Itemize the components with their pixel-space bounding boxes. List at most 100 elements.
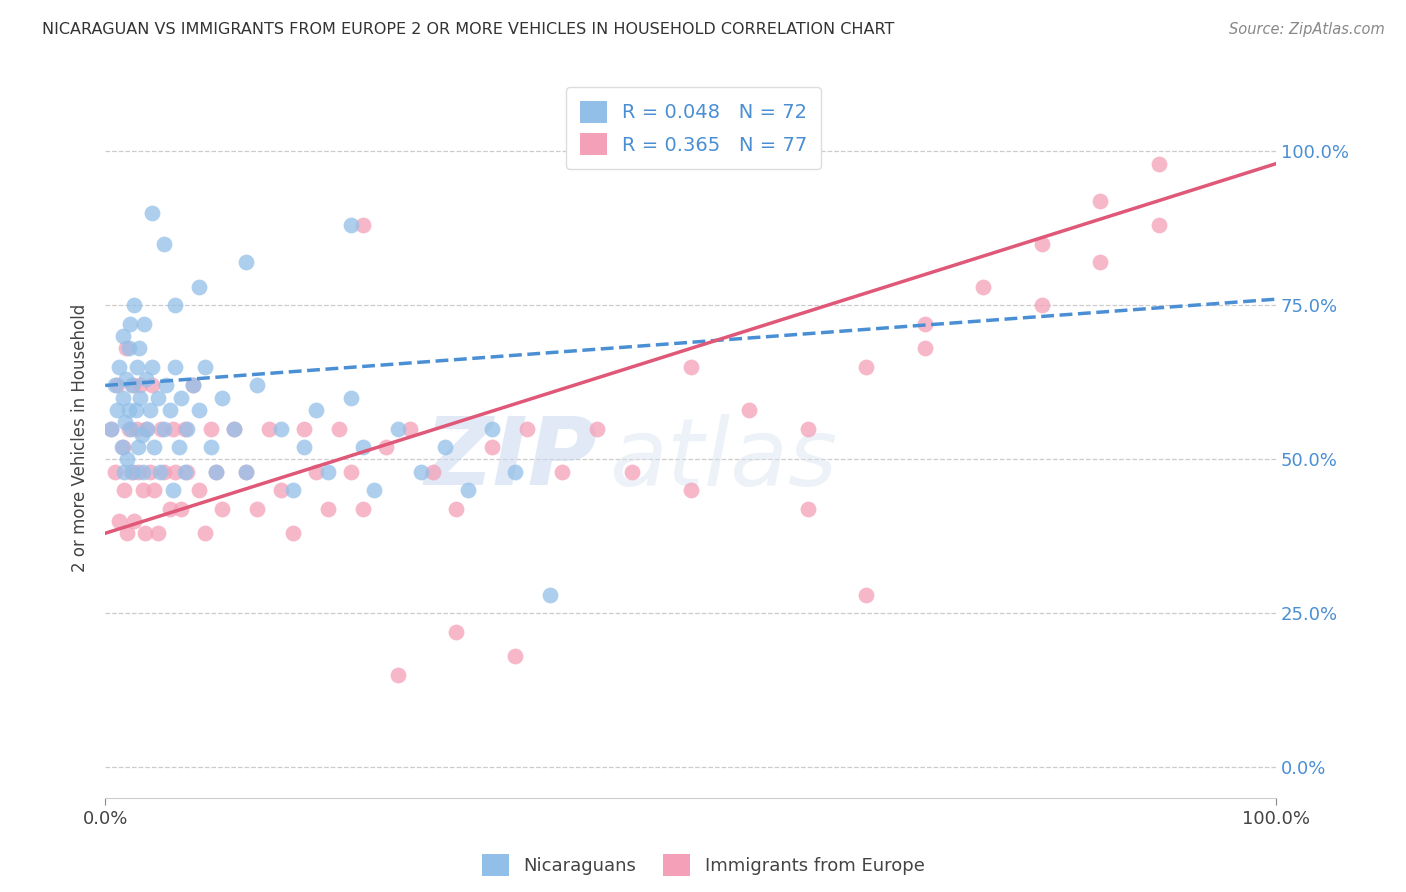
- Point: [205, 465, 228, 479]
- Point: [162, 421, 184, 435]
- Point: [117, 526, 139, 541]
- Point: [100, 421, 122, 435]
- Point: [135, 372, 157, 386]
- Point: [235, 465, 257, 479]
- Point: [125, 359, 148, 374]
- Point: [143, 440, 166, 454]
- Point: [108, 359, 131, 374]
- Point: [352, 501, 374, 516]
- Point: [316, 501, 339, 516]
- Point: [136, 421, 159, 435]
- Point: [246, 378, 269, 392]
- Point: [108, 514, 131, 528]
- Point: [222, 421, 245, 435]
- Point: [211, 501, 233, 516]
- Point: [124, 514, 146, 528]
- Point: [165, 359, 187, 374]
- Point: [855, 359, 877, 374]
- Point: [117, 403, 139, 417]
- Point: [1031, 236, 1053, 251]
- Point: [165, 298, 187, 312]
- Point: [205, 465, 228, 479]
- Point: [200, 421, 222, 435]
- Text: Source: ZipAtlas.com: Source: ZipAtlas.com: [1229, 22, 1385, 37]
- Point: [503, 649, 526, 664]
- Point: [138, 465, 160, 479]
- Point: [127, 465, 149, 479]
- Point: [135, 421, 157, 435]
- Point: [112, 483, 135, 497]
- Point: [165, 465, 187, 479]
- Point: [187, 403, 209, 417]
- Point: [122, 378, 145, 392]
- Point: [187, 483, 209, 497]
- Point: [129, 391, 152, 405]
- Point: [155, 378, 177, 392]
- Point: [111, 329, 134, 343]
- Point: [679, 483, 702, 497]
- Point: [149, 465, 172, 479]
- Point: [146, 391, 169, 405]
- Point: [124, 403, 146, 417]
- Point: [181, 378, 204, 392]
- Point: [246, 501, 269, 516]
- Point: [176, 421, 198, 435]
- Point: [110, 440, 132, 454]
- Point: [457, 483, 479, 497]
- Point: [235, 255, 257, 269]
- Point: [114, 416, 136, 430]
- Point: [1090, 194, 1112, 208]
- Point: [132, 317, 155, 331]
- Point: [176, 465, 198, 479]
- Point: [481, 421, 503, 435]
- Point: [340, 219, 363, 233]
- Point: [551, 465, 574, 479]
- Point: [292, 421, 315, 435]
- Point: [738, 403, 761, 417]
- Point: [586, 421, 609, 435]
- Point: [117, 452, 139, 467]
- Point: [235, 465, 257, 479]
- Text: NICARAGUAN VS IMMIGRANTS FROM EUROPE 2 OR MORE VEHICLES IN HOUSEHOLD CORRELATION: NICARAGUAN VS IMMIGRANTS FROM EUROPE 2 O…: [42, 22, 894, 37]
- Point: [222, 421, 245, 435]
- Point: [173, 465, 195, 479]
- Point: [118, 317, 141, 331]
- Point: [446, 501, 468, 516]
- Point: [122, 465, 145, 479]
- Point: [503, 465, 526, 479]
- Point: [516, 421, 538, 435]
- Legend: Nicaraguans, Immigrants from Europe: Nicaraguans, Immigrants from Europe: [474, 847, 932, 883]
- Point: [270, 483, 292, 497]
- Point: [481, 440, 503, 454]
- Point: [131, 427, 153, 442]
- Point: [138, 403, 160, 417]
- Point: [131, 465, 153, 479]
- Point: [328, 421, 350, 435]
- Point: [270, 421, 292, 435]
- Point: [120, 465, 142, 479]
- Point: [194, 359, 217, 374]
- Legend: R = 0.048   N = 72, R = 0.365   N = 77: R = 0.048 N = 72, R = 0.365 N = 77: [567, 87, 821, 169]
- Point: [352, 219, 374, 233]
- Point: [316, 465, 339, 479]
- Point: [159, 501, 181, 516]
- Point: [305, 465, 328, 479]
- Point: [117, 342, 139, 356]
- Point: [129, 378, 152, 392]
- Point: [387, 421, 409, 435]
- Point: [972, 280, 994, 294]
- Point: [103, 465, 125, 479]
- Point: [1031, 298, 1053, 312]
- Point: [111, 440, 134, 454]
- Point: [375, 440, 398, 454]
- Point: [170, 391, 193, 405]
- Y-axis label: 2 or more Vehicles in Household: 2 or more Vehicles in Household: [72, 303, 89, 572]
- Point: [162, 483, 184, 497]
- Point: [131, 483, 153, 497]
- Point: [1147, 219, 1170, 233]
- Point: [411, 465, 433, 479]
- Point: [170, 501, 193, 516]
- Point: [194, 526, 217, 541]
- Point: [363, 483, 385, 497]
- Point: [141, 378, 163, 392]
